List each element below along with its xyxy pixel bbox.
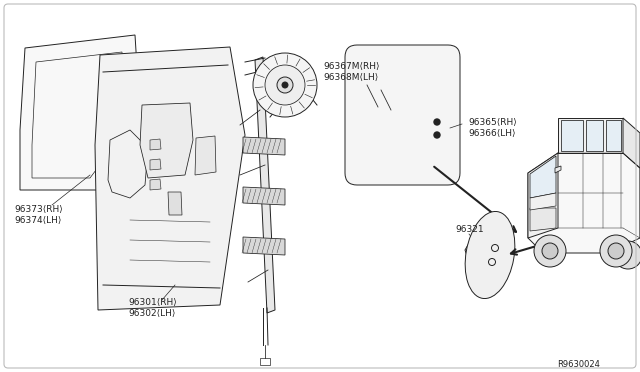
Text: R9630024: R9630024 [557, 360, 600, 369]
Text: 96301⟨RH⟩: 96301⟨RH⟩ [128, 298, 177, 307]
Text: 96367M⟨RH⟩: 96367M⟨RH⟩ [323, 62, 380, 71]
Polygon shape [140, 103, 193, 178]
Polygon shape [561, 120, 583, 151]
Polygon shape [586, 120, 603, 151]
Polygon shape [20, 35, 140, 190]
Polygon shape [530, 156, 556, 198]
Circle shape [614, 241, 640, 269]
Circle shape [265, 65, 305, 105]
Text: 96321: 96321 [455, 225, 484, 234]
Polygon shape [528, 153, 640, 253]
Text: 96374⟨LH⟩: 96374⟨LH⟩ [14, 216, 61, 225]
Circle shape [542, 243, 558, 259]
Polygon shape [150, 159, 161, 170]
Polygon shape [555, 166, 561, 173]
Polygon shape [168, 192, 182, 215]
Circle shape [277, 77, 293, 93]
Polygon shape [528, 153, 558, 238]
Polygon shape [558, 118, 623, 153]
Circle shape [600, 235, 632, 267]
Polygon shape [623, 118, 640, 168]
Circle shape [434, 119, 440, 125]
FancyBboxPatch shape [345, 45, 460, 185]
Circle shape [608, 243, 624, 259]
Circle shape [282, 82, 288, 88]
Polygon shape [243, 187, 285, 205]
Circle shape [534, 235, 566, 267]
Polygon shape [150, 179, 161, 190]
Polygon shape [195, 136, 216, 175]
Text: 96368M⟨LH⟩: 96368M⟨LH⟩ [323, 73, 378, 82]
Polygon shape [243, 137, 285, 155]
Polygon shape [255, 57, 275, 313]
Ellipse shape [465, 211, 515, 299]
Polygon shape [530, 208, 556, 231]
Polygon shape [243, 237, 285, 255]
Text: 96302⟨LH⟩: 96302⟨LH⟩ [128, 309, 175, 318]
Polygon shape [95, 47, 245, 310]
Circle shape [253, 53, 317, 117]
Text: 96366⟨LH⟩: 96366⟨LH⟩ [468, 129, 515, 138]
Text: 96365⟨RH⟩: 96365⟨RH⟩ [468, 118, 516, 127]
Polygon shape [150, 139, 161, 150]
Polygon shape [465, 228, 510, 270]
Circle shape [434, 132, 440, 138]
Polygon shape [530, 193, 556, 210]
Text: 96373⟨RH⟩: 96373⟨RH⟩ [14, 205, 63, 214]
Polygon shape [606, 120, 621, 151]
